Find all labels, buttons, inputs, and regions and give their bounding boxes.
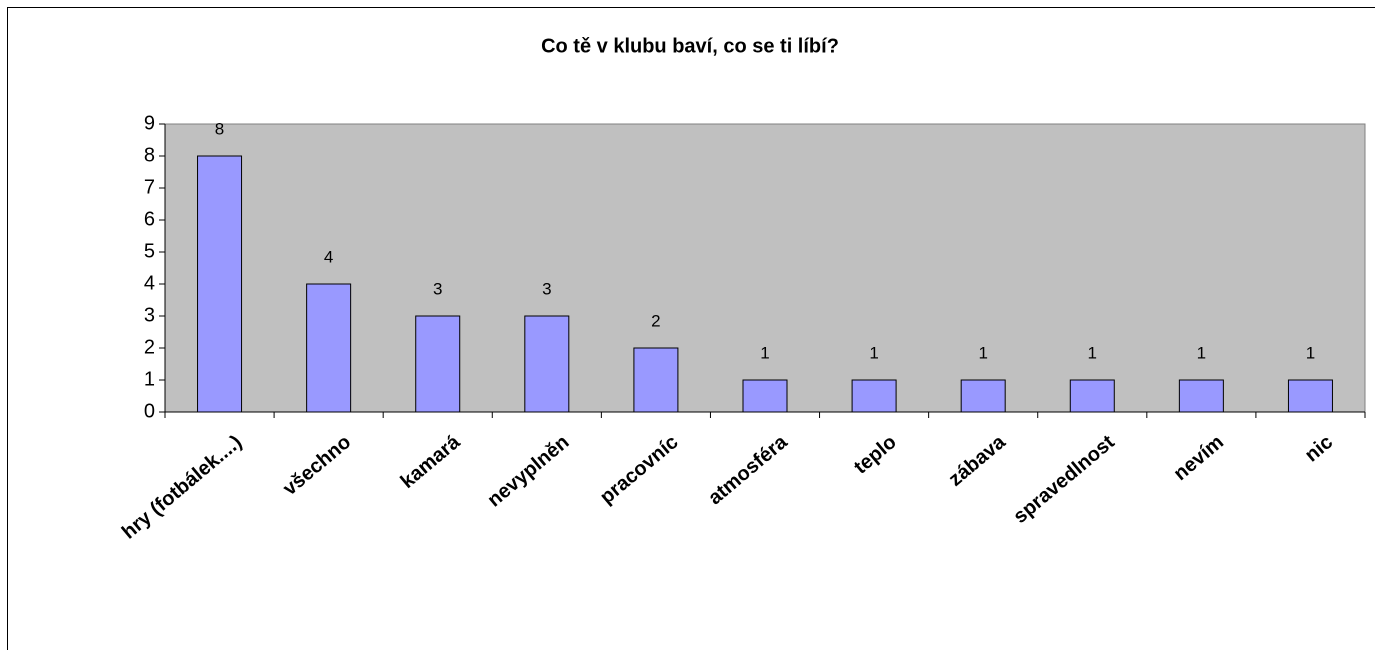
data-label: 3 (542, 279, 551, 298)
bar (415, 315, 461, 413)
bar (1069, 379, 1115, 413)
y-tick-label: 3 (144, 304, 155, 326)
bar (960, 379, 1006, 413)
data-label: 1 (1197, 343, 1206, 362)
chart-title: Co tě v klubu baví, co se ti líbí? (541, 35, 839, 57)
bar (851, 379, 897, 413)
data-label: 1 (978, 343, 987, 362)
data-label: 2 (651, 311, 660, 330)
bar (742, 379, 788, 413)
data-label: 8 (215, 119, 224, 138)
y-tick-label: 2 (144, 336, 155, 358)
y-tick-label: 0 (144, 400, 155, 422)
bar (306, 283, 352, 413)
bar (197, 155, 243, 413)
plot-area (164, 123, 1366, 413)
y-tick-label: 8 (144, 144, 155, 166)
y-tick-label: 4 (144, 272, 155, 294)
data-label: 1 (760, 343, 769, 362)
bar (633, 347, 679, 413)
bar (524, 315, 570, 413)
y-tick-label: 1 (144, 368, 155, 390)
data-label: 1 (1306, 343, 1315, 362)
y-tick-label: 9 (144, 112, 155, 134)
y-tick-label: 5 (144, 240, 155, 262)
data-label: 3 (433, 279, 442, 298)
y-tick-label: 7 (144, 176, 155, 198)
y-tick-label: 6 (144, 208, 155, 230)
data-label: 4 (324, 247, 333, 266)
data-label: 1 (869, 343, 878, 362)
bar (1178, 379, 1224, 413)
data-label: 1 (1088, 343, 1097, 362)
bar (1287, 379, 1333, 413)
